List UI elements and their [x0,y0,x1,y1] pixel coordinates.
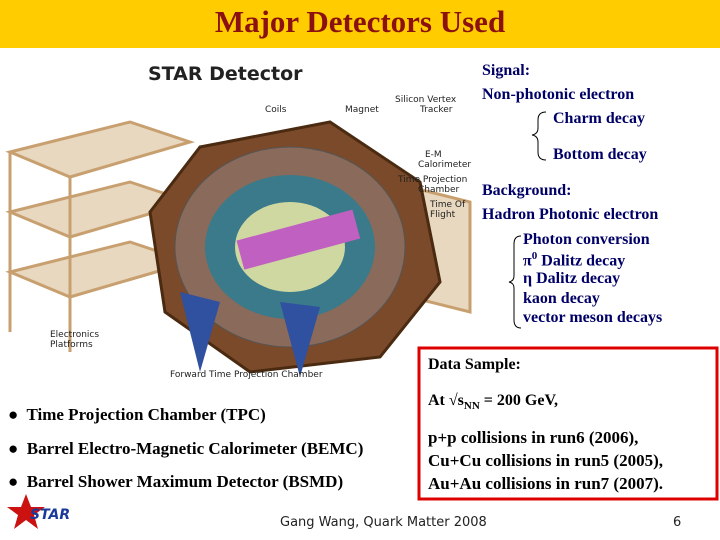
energy-sub: NN [463,400,480,413]
item-text: kaon decay [523,290,600,307]
bullet: ● Time Projection Chamber (TPC) [8,405,266,424]
figure-label: E-M [425,150,442,160]
figure-label: Electronics [50,330,99,340]
signal-heading: Signal: [482,62,531,79]
energy-post: = 200 GeV, [479,392,558,409]
figure-label: Time Of [429,200,466,210]
figure-label: Coils [265,105,287,115]
background-heading: Background: [482,182,572,199]
brace [508,235,522,329]
slide-title: Major Detectors Used [214,4,506,39]
item-text: vector meson decays [523,309,663,326]
background-item: vector meson decays [523,309,662,327]
logo-text: STAR [30,507,70,523]
platforms [5,120,472,352]
footer-author: Gang Wang, Quark Matter 2008 [280,515,487,530]
signal-item: Bottom decay [553,146,647,163]
figure-label: Flight [430,210,456,220]
signal-source: Non-photonic electron [482,86,635,103]
beam-pipe [236,209,361,270]
data-heading: Data Sample: [428,356,521,373]
item-text: Photon conversion [523,231,650,248]
run: Cu+Cu collisions in run5 (2005), [428,451,663,470]
figure-label: Tracker [419,105,453,115]
background-item: Photon conversion [523,231,650,249]
brace [531,111,547,161]
bullet: ● Barrel Electro-Magnetic Calorimeter (B… [8,439,364,458]
figure-label: Silicon Vertex [395,95,457,105]
support [180,292,220,372]
figure-label: Calorimeter [418,160,471,170]
background-item: π0 Dalitz decay [523,250,625,270]
figure-label: Platforms [50,340,93,350]
energy: At √sNN = 200 GeV, [428,392,558,412]
figure-label: Magnet [345,105,379,115]
item-sup: 0 [531,250,538,262]
bullet: ● Barrel Shower Maximum Detector (BSMD) [8,472,344,491]
bullet-text: Time Projection Chamber (TPC) [26,405,266,424]
run: p+p collisions in run6 (2006), [428,428,639,447]
item-text: η Dalitz decay [523,270,621,287]
run: Au+Au collisions in run7 (2007). [428,474,663,493]
logo-star [7,494,45,529]
background-source: Hadron Photonic electron [482,206,659,223]
background-item: kaon decay [523,290,600,308]
background-item: η Dalitz decay [523,270,620,288]
figure-labels: Coils Magnet Silicon Vertex Tracker E-M … [50,95,471,380]
page-number: 6 [673,515,682,530]
item-rest: Dalitz decay [537,252,626,270]
support [280,302,320,377]
detector-figure: STAR Detector Coils Magnet Silicon Verte… [0,52,480,387]
figure-label: Forward Time Projection Chamber [170,370,323,380]
item-text: π [523,252,532,270]
energy-pre: At √s [428,392,464,409]
figure-label: Time Projection [397,175,467,185]
bullet-text: Barrel Electro-Magnetic Calorimeter (BEM… [26,439,364,458]
figure-title: STAR Detector [148,63,303,85]
signal-item: Charm decay [553,110,645,127]
title-bar [0,0,720,48]
star-logo: STAR [7,494,70,529]
bullet-text: Barrel Shower Maximum Detector (BSMD) [26,472,344,491]
figure-label: Chamber [418,185,460,195]
